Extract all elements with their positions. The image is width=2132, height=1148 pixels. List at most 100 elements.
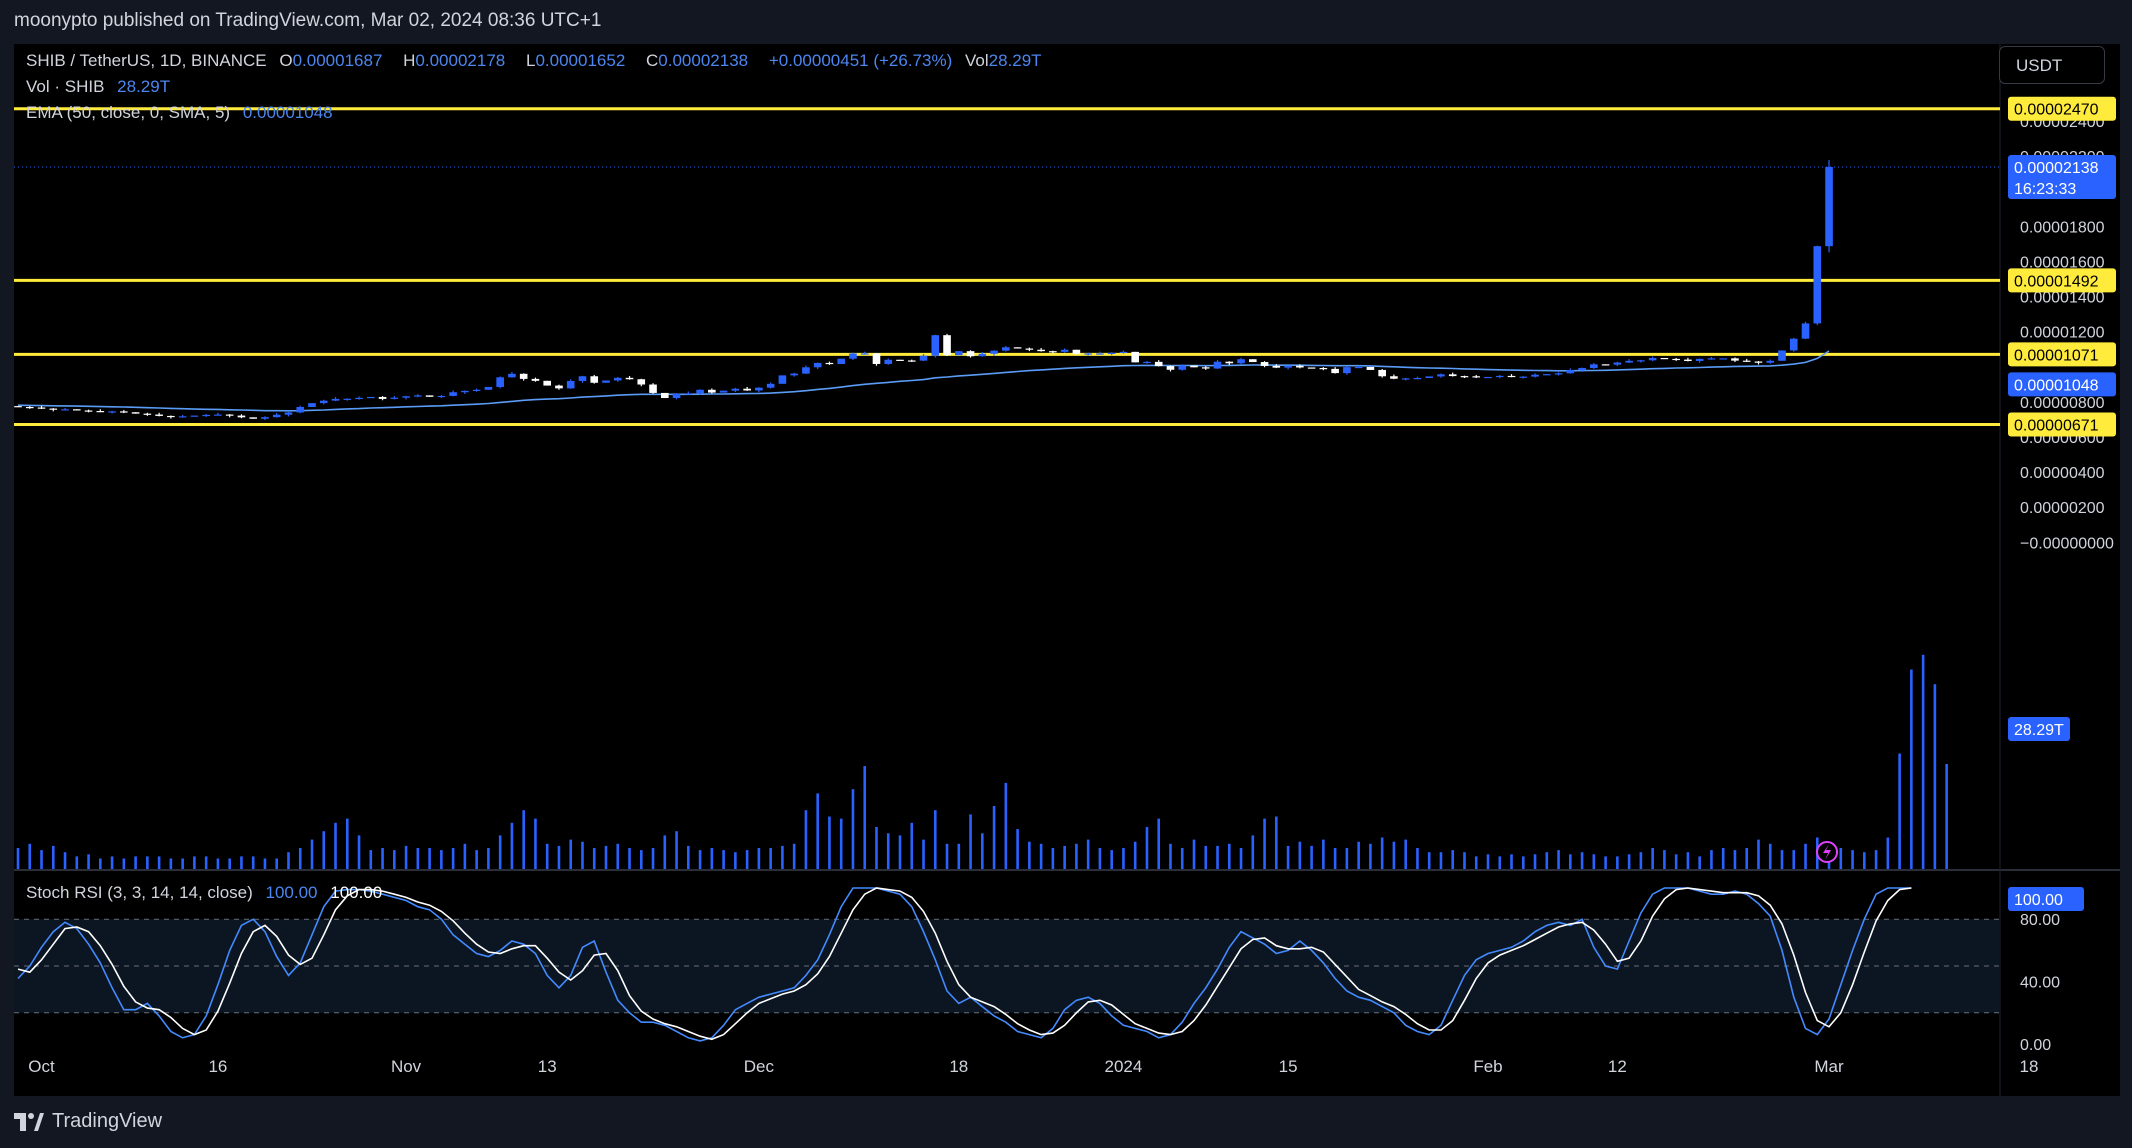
candle-body <box>731 388 740 391</box>
candle-body <box>367 396 375 399</box>
candle-body <box>519 373 528 379</box>
candle-body <box>1131 351 1139 363</box>
level-tag-text: 0.00001071 <box>2014 347 2099 364</box>
volume-bar <box>1580 852 1584 869</box>
last-price-tag: 0.00002138 16:23:33 <box>2008 154 2116 199</box>
stoch-tag: 100.00 <box>2008 887 2084 911</box>
candle-body <box>872 353 881 364</box>
candle-body <box>14 406 22 408</box>
candle-body <box>955 351 963 356</box>
candle <box>402 395 410 400</box>
candle-body <box>1037 349 1045 352</box>
candle <box>1107 352 1116 356</box>
volume-bar <box>1251 835 1255 869</box>
candle <box>1260 361 1269 368</box>
high-value: 0.00002178 <box>415 51 506 70</box>
candle-body <box>1425 376 1433 379</box>
volume-bar <box>1204 845 1208 869</box>
volume-bar <box>440 850 443 869</box>
volume-bar <box>1463 852 1466 869</box>
candle <box>155 412 163 417</box>
candle-body <box>684 393 693 395</box>
candle <box>225 414 234 418</box>
time-axis-label: Oct <box>28 1057 55 1076</box>
candle <box>790 372 798 377</box>
volume-bar <box>1863 852 1866 869</box>
candle <box>1460 375 1469 379</box>
candle-body <box>73 409 81 411</box>
candle <box>214 412 222 416</box>
volume-bar <box>1745 848 1749 869</box>
volume-bar <box>381 848 384 869</box>
volume-bar <box>1063 845 1066 869</box>
candle <box>308 403 316 407</box>
volume-bar <box>28 843 32 869</box>
alert-bolt <box>1823 844 1832 860</box>
volume-bar <box>228 858 231 869</box>
volume-study-legend[interactable]: Vol · SHIB 28.29T <box>26 77 178 97</box>
candle <box>543 380 551 386</box>
candle-body <box>25 406 34 409</box>
currency-button[interactable]: USDT <box>1999 46 2105 84</box>
symbol-name[interactable]: SHIB / TetherUS, 1D, BINANCE <box>26 51 267 70</box>
volume-tag-text: 28.29T <box>2014 722 2064 739</box>
candle <box>1484 376 1492 379</box>
change-value: +0.00000451 (+26.73%) <box>768 51 953 70</box>
volume-bar <box>757 848 761 869</box>
volume-bar <box>675 831 678 869</box>
candle-body <box>884 359 893 364</box>
candle <box>1413 376 1422 380</box>
candle-body <box>1590 364 1598 369</box>
ema-study-legend[interactable]: EMA (50, close, 0, SMA, 5) 0.00001048 <box>26 103 341 123</box>
candle <box>602 380 610 383</box>
candle <box>519 373 528 381</box>
stoch-tick-label: 0.00 <box>2020 1037 2051 1054</box>
candle-body <box>919 355 928 361</box>
candle <box>1566 368 1575 374</box>
candle <box>1801 321 1810 340</box>
volume-bar <box>169 858 173 869</box>
candle <box>1578 367 1586 372</box>
chart-canvas[interactable]: 0.000024000.000022000.000020000.00001800… <box>14 44 2120 1096</box>
candle-body <box>1354 366 1363 369</box>
candle-body <box>1766 360 1775 363</box>
candle <box>743 386 751 391</box>
volume-bar <box>99 858 102 869</box>
last-price-bg <box>2008 154 2116 199</box>
candle-body <box>1002 347 1010 351</box>
candle <box>1225 361 1234 366</box>
candle <box>167 415 175 419</box>
stoch-study-legend[interactable]: Stoch RSI (3, 3, 14, 14, close) 100.00 1… <box>26 883 390 903</box>
candle <box>96 409 105 413</box>
volume-bar <box>828 816 831 869</box>
candle <box>661 392 669 399</box>
tradingview-logo[interactable]: TradingView <box>14 1110 162 1133</box>
candle-body <box>696 389 704 394</box>
candle <box>1472 374 1481 379</box>
candle-body <box>613 377 622 381</box>
volume-bar <box>1098 848 1102 869</box>
volume-bar <box>1874 850 1878 869</box>
candle <box>1719 358 1727 360</box>
candle <box>1272 364 1281 369</box>
close-label: C <box>646 51 659 70</box>
candle-body <box>84 410 93 412</box>
candle-body <box>1154 361 1163 367</box>
price-tick-label: 0.00000800 <box>2020 395 2105 412</box>
candle-body <box>343 398 352 400</box>
candle-body <box>896 359 904 361</box>
candle <box>1789 337 1798 352</box>
volume-bar <box>1474 856 1478 869</box>
stoch-tag-text: 100.00 <box>2014 892 2063 909</box>
candle-body <box>1460 376 1469 378</box>
candle <box>461 390 469 394</box>
volume-bar <box>240 856 243 869</box>
candle-body <box>837 358 845 364</box>
candle <box>872 352 881 366</box>
candle-body <box>1731 358 1739 361</box>
candle-body <box>308 403 316 407</box>
time-axis-label: 18 <box>2019 1057 2038 1076</box>
volume-bar <box>275 858 279 869</box>
volume-bar <box>1345 848 1349 869</box>
chart-area[interactable]: 0.000024000.000022000.000020000.00001800… <box>14 44 2120 1096</box>
